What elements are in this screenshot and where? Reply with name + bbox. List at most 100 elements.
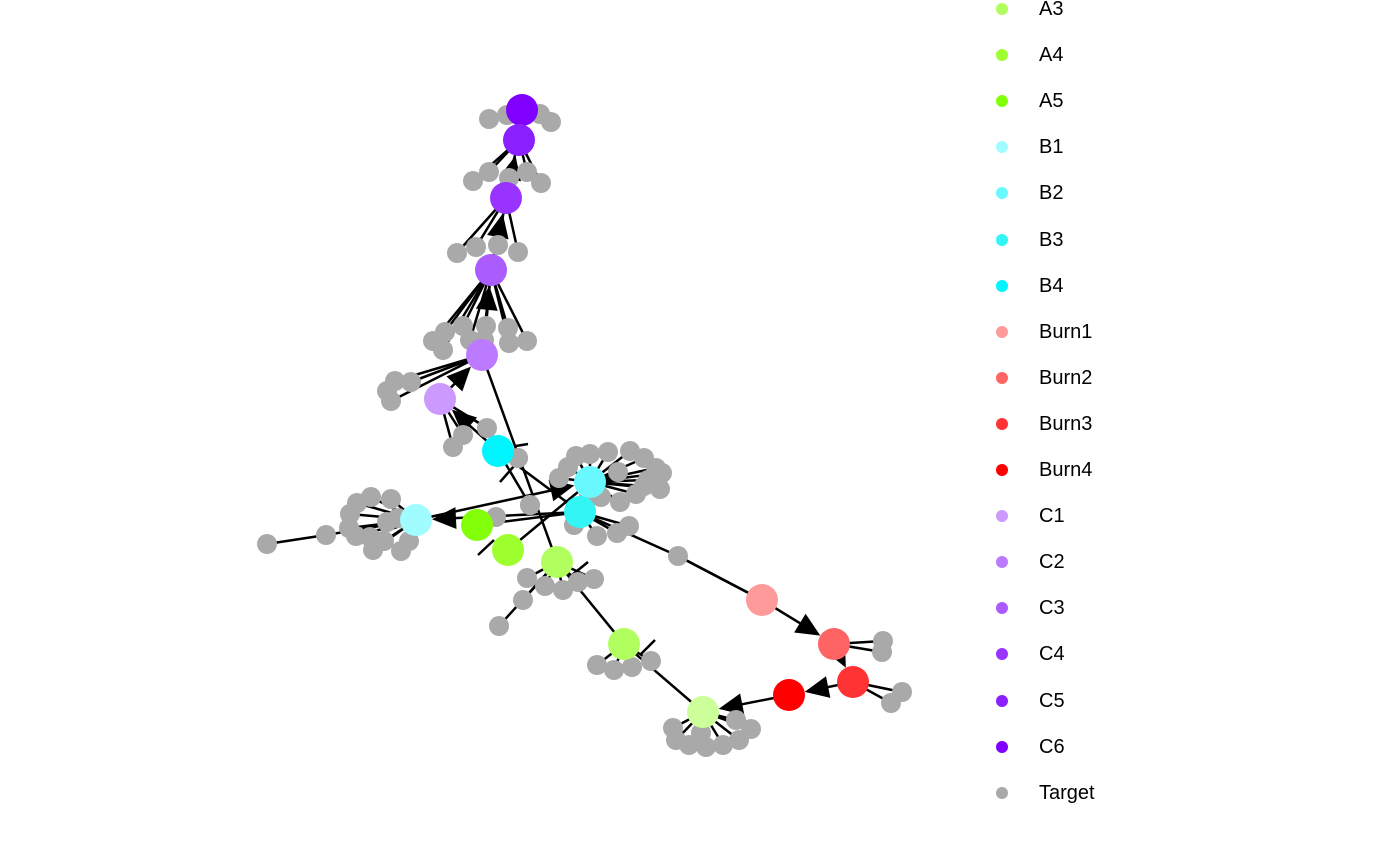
target-node (401, 372, 421, 392)
legend-label: A4 (1039, 44, 1064, 67)
legend-dot (996, 417, 1008, 430)
legend-dot (996, 3, 1008, 15)
arrow-b4-c1-arrowhead (451, 409, 478, 434)
target-node (598, 442, 618, 462)
legend-label: C4 (1039, 643, 1065, 666)
legend-item-target: Target (990, 778, 1190, 808)
legend-item-burn4: Burn4 (990, 455, 1190, 485)
legend-dot (996, 49, 1008, 62)
target-node (381, 391, 401, 411)
target-node (517, 162, 537, 182)
legend-dot (996, 648, 1008, 661)
legend-dot (996, 464, 1008, 476)
node-b2 (564, 496, 596, 528)
target-node (531, 173, 551, 193)
legend-item-b3: B3 (990, 225, 1190, 255)
legend-item-c5: C5 (990, 686, 1190, 716)
legend-dot (996, 556, 1008, 569)
arrow-c2-c3-arrowhead (475, 285, 498, 311)
edge-a3-a2 (556, 561, 625, 645)
target-node (568, 572, 588, 592)
legend-dot (996, 325, 1008, 338)
legend-label: C5 (1039, 689, 1065, 712)
node-c4 (490, 182, 522, 214)
arrow-b1-b3-line (415, 486, 565, 522)
target-node (535, 576, 555, 596)
target-node (553, 580, 573, 600)
target-node (488, 235, 508, 255)
node-burn1 (746, 584, 778, 616)
node-b1 (400, 504, 432, 536)
arrow-c3-c4-arrowhead (487, 213, 509, 240)
target-node (381, 489, 401, 509)
legend-label: B2 (1039, 182, 1064, 205)
node-c6 (506, 94, 538, 126)
target-node (466, 237, 486, 257)
target-node (433, 340, 453, 360)
node-c5 (503, 124, 535, 156)
target-node (477, 418, 497, 438)
legend-dot (996, 187, 1008, 200)
node-burn4 (773, 679, 805, 711)
legend-dot (996, 602, 1008, 615)
node-burn2 (818, 628, 850, 660)
legend-item-c4: C4 (990, 639, 1190, 669)
arrow-burn4-a1-arrowhead (718, 693, 745, 716)
legend-label: B1 (1039, 136, 1064, 159)
node-a4 (492, 534, 524, 566)
legend-dot (996, 279, 1008, 292)
target-node (741, 719, 761, 739)
target-node (374, 531, 394, 551)
legend-dot (996, 233, 1008, 246)
edge-layer (266, 108, 903, 748)
target-node (608, 462, 628, 482)
legend-label: C2 (1039, 551, 1065, 574)
legend-item-burn1: Burn1 (990, 317, 1190, 347)
legend-label: Burn1 (1039, 320, 1093, 343)
arrow-burn3-burn4-arrowhead (804, 676, 831, 698)
arrow-b2-b1-arrowhead (431, 507, 457, 530)
legend-label: Target (1039, 781, 1095, 804)
target-node (257, 534, 277, 554)
target-node (668, 546, 688, 566)
network-graph (257, 94, 912, 757)
legend-label: B4 (1039, 274, 1064, 297)
legend-dot (996, 95, 1008, 108)
target-node (872, 642, 892, 662)
node-burn3 (837, 666, 869, 698)
target-node (399, 531, 419, 551)
node-c3 (475, 254, 507, 286)
target-node (726, 710, 746, 730)
legend-item-c2: C2 (990, 547, 1190, 577)
target-node (587, 526, 607, 546)
target-node (499, 333, 519, 353)
target-node (604, 660, 624, 680)
legend-item-burn3: Burn3 (990, 409, 1190, 439)
target-node (587, 655, 607, 675)
legend-item-b2: B2 (990, 178, 1190, 208)
target-node (489, 616, 509, 636)
legend-item-a5: A5 (990, 86, 1190, 116)
target-node (622, 657, 642, 677)
legend-item-c6: C6 (990, 732, 1190, 762)
target-node (361, 487, 381, 507)
legend-item-a4: A4 (990, 40, 1190, 70)
target-node (713, 735, 733, 755)
arrow-burn1-burn2-arrowhead (794, 613, 821, 636)
legend-dot (996, 740, 1008, 753)
legend-label: B3 (1039, 228, 1064, 251)
target-node (541, 112, 561, 132)
target-node (447, 243, 467, 263)
target-node (316, 525, 336, 545)
legend-dot (996, 694, 1008, 707)
target-node (619, 516, 639, 536)
legend-label: Burn4 (1039, 459, 1093, 481)
target-node (626, 484, 646, 504)
target-node (520, 495, 540, 515)
node-b4 (482, 435, 514, 467)
target-node (479, 162, 499, 182)
node-c2 (466, 339, 498, 371)
edge-a2-a1 (623, 643, 704, 713)
legend-label: Burn3 (1039, 412, 1093, 435)
edge-a4-b3 (507, 481, 591, 551)
